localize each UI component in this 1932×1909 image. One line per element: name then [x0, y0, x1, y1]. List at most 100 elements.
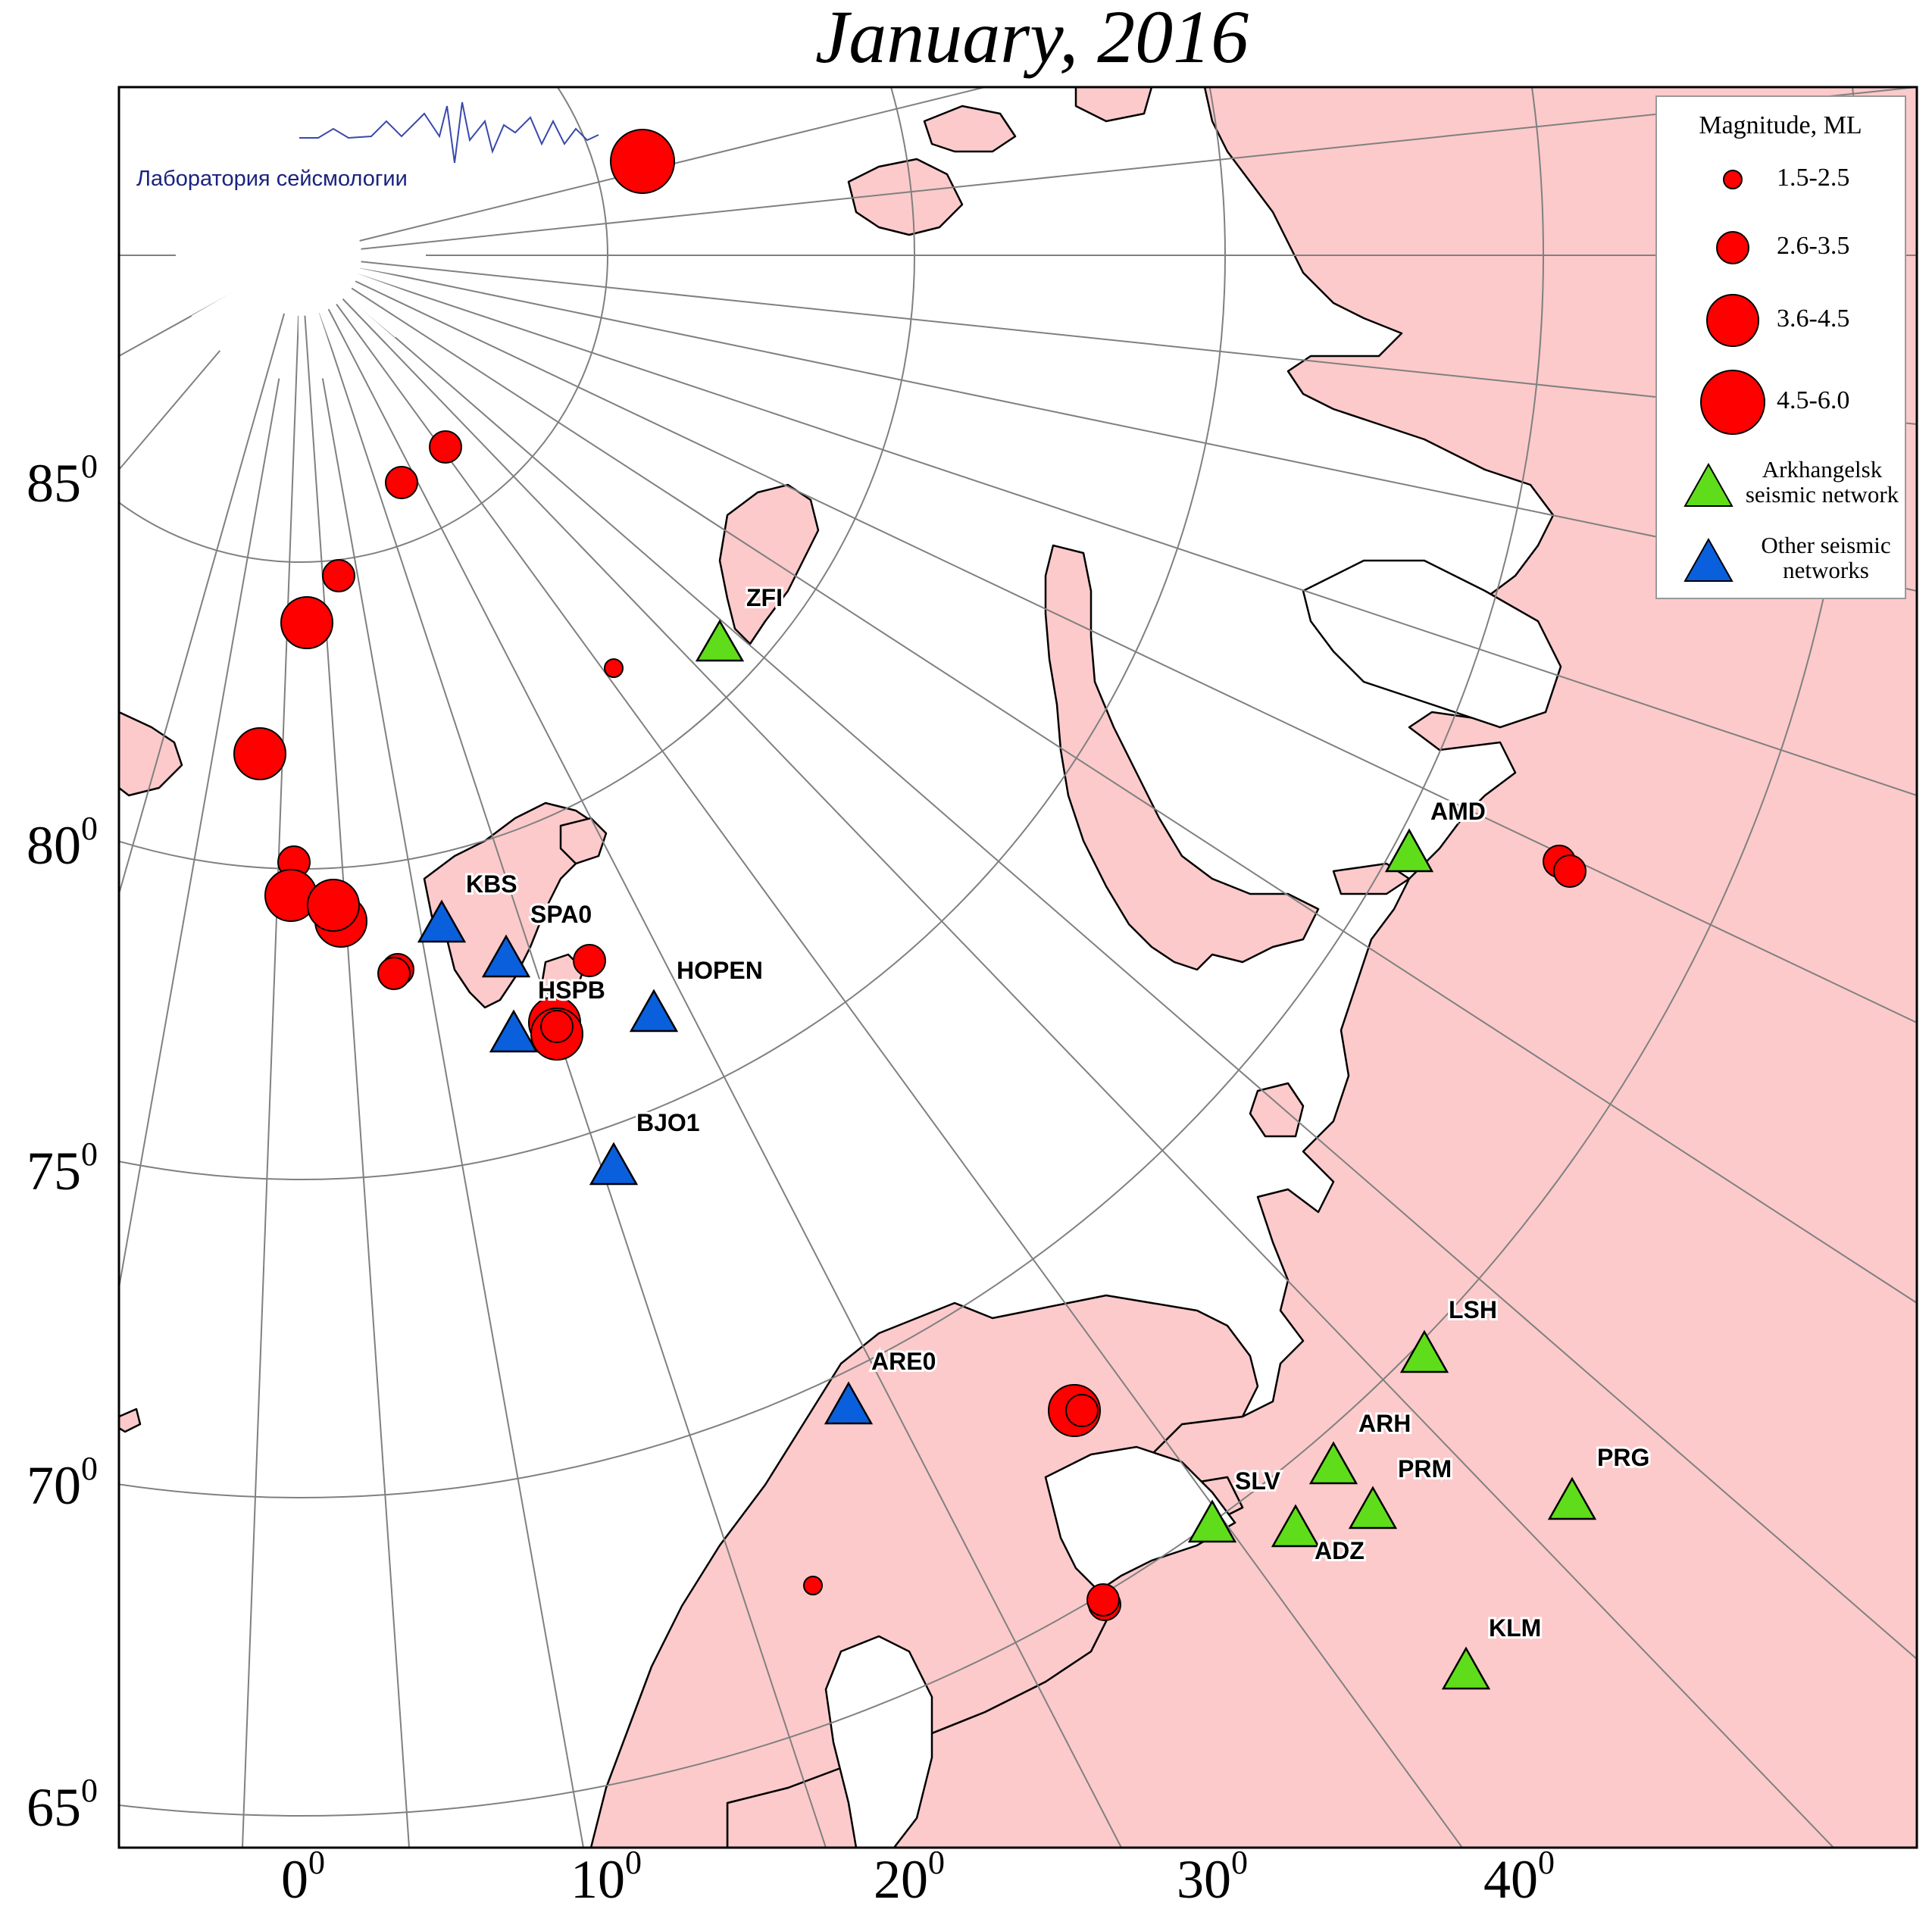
pole-ray — [218, 294, 269, 353]
white-sea — [1044, 1445, 1236, 1592]
station-label: PRG — [1597, 1444, 1649, 1471]
pole-ray — [203, 173, 262, 223]
pole-ray — [345, 280, 411, 320]
station-adz-marker — [1271, 1504, 1321, 1548]
pole-ray — [308, 307, 325, 380]
station-arh-marker — [1308, 1441, 1358, 1485]
pole-ray — [203, 287, 262, 338]
legend-size-4-marker — [1700, 370, 1765, 435]
legend-box — [1655, 95, 1906, 599]
land-severnaya-zemlya — [847, 158, 964, 236]
event-marker — [233, 727, 286, 780]
events-layer — [233, 129, 1587, 1621]
station-amd-marker — [1384, 828, 1434, 873]
stations-layer — [417, 619, 1597, 1690]
legend-size-3-label: 3.6-4.5 — [1777, 305, 1849, 333]
station-label: SLV — [1235, 1467, 1281, 1495]
station-hopen-marker — [629, 989, 679, 1033]
event-marker — [1553, 855, 1587, 888]
station-label: ARE0 — [871, 1348, 936, 1375]
longitude-labels: 00 100 200 300 400 — [281, 1844, 1555, 1909]
legend-other-line1: Other seismic — [1761, 532, 1890, 558]
pole-ray — [236, 300, 277, 365]
station-label: LSH — [1449, 1296, 1497, 1323]
station-label: PRM — [1398, 1455, 1452, 1483]
station-label: ZFI — [746, 584, 783, 611]
pole-ray — [333, 158, 383, 217]
pole-ray — [182, 271, 252, 301]
pole-ray — [325, 145, 366, 211]
legend-arkhangelsk-line2: seismic network — [1746, 481, 1899, 508]
land-svalbard — [423, 801, 600, 1009]
legend-title: Magnitude, ML — [1699, 111, 1862, 139]
station-label: ADZ — [1315, 1537, 1365, 1564]
pole-ray — [277, 131, 294, 204]
event-marker — [280, 596, 333, 649]
land-franz-josef — [718, 483, 820, 645]
legend-arkhangelsk-marker — [1683, 462, 1733, 507]
pole-ray — [255, 136, 285, 207]
lat-label-70: 700 — [27, 1450, 98, 1516]
latitude-labels: 850 800 750 700 650 — [27, 448, 98, 1838]
pole-ray — [277, 307, 294, 380]
event-marker — [385, 466, 418, 499]
legend-size-2-marker — [1716, 231, 1749, 264]
land-greenland-1 — [119, 711, 183, 797]
graticule — [119, 87, 1917, 1848]
event-marker — [1086, 1583, 1120, 1617]
land-scandinavia — [589, 1294, 1259, 1848]
station-label: ARH — [1358, 1410, 1411, 1437]
event-marker — [429, 430, 462, 464]
pole-ray — [352, 262, 425, 280]
pole-ray — [236, 145, 277, 211]
map-title: January, 2016 — [815, 0, 1249, 79]
pole-ray — [339, 173, 399, 223]
gulf-of-bothnia — [824, 1635, 933, 1848]
event-marker — [377, 957, 411, 990]
land-greenland-2 — [119, 1408, 142, 1433]
station-bjo1-marker — [589, 1142, 639, 1186]
pole-ray — [191, 190, 256, 231]
station-label: HSPB — [538, 976, 605, 1004]
lon-label-0: 00 — [281, 1844, 325, 1909]
legend-size-3-marker — [1706, 294, 1759, 347]
event-marker — [604, 658, 624, 678]
event-marker — [307, 879, 360, 932]
station-kbs-marker — [417, 899, 467, 943]
pole-ray — [218, 158, 269, 217]
pole-ray — [333, 294, 383, 353]
station-label: SPA0 — [530, 901, 592, 928]
land-novaya-zemlya — [1044, 544, 1320, 971]
event-marker — [540, 1010, 574, 1043]
pole-ray — [345, 190, 411, 231]
pole-ray — [191, 280, 256, 320]
station-label: HOPEN — [677, 957, 763, 984]
pole-ray — [317, 304, 346, 374]
station-labels: ZFI AMD KBS SPA0 HSPB HOPEN BJO1 ARE0 LS… — [464, 582, 1652, 1644]
station-label: AMD — [1430, 798, 1486, 825]
station-lsh-marker — [1399, 1329, 1449, 1373]
station-slv-marker — [1187, 1499, 1237, 1543]
legend: Magnitude, ML 1.5-2.5 2.6-3.5 3.6-4.5 4.… — [1655, 95, 1906, 599]
station-label: KLM — [1489, 1614, 1541, 1642]
lat-label-75: 750 — [27, 1136, 98, 1201]
lon-label-10: 100 — [571, 1844, 642, 1909]
event-marker — [322, 559, 355, 592]
land-kolguev — [1249, 1082, 1305, 1138]
pole-ray — [349, 271, 420, 301]
legend-arkhangelsk-line1: Arkhangelsk — [1762, 456, 1883, 483]
inland-seas — [824, 559, 1562, 1848]
station-prm-marker — [1348, 1486, 1398, 1529]
logo-text: Лаборатория сейсмологии — [136, 167, 408, 191]
lon-label-30: 300 — [1177, 1844, 1248, 1909]
station-label: KBS — [466, 870, 517, 898]
map-frame — [117, 86, 1918, 1849]
pole-ray — [352, 231, 425, 248]
pole-ray — [308, 131, 325, 204]
kara-bay — [1302, 559, 1562, 729]
station-spa0-marker — [481, 934, 531, 978]
legend-other-marker — [1683, 537, 1733, 582]
lat-label-80: 800 — [27, 810, 98, 876]
event-marker — [610, 129, 675, 194]
